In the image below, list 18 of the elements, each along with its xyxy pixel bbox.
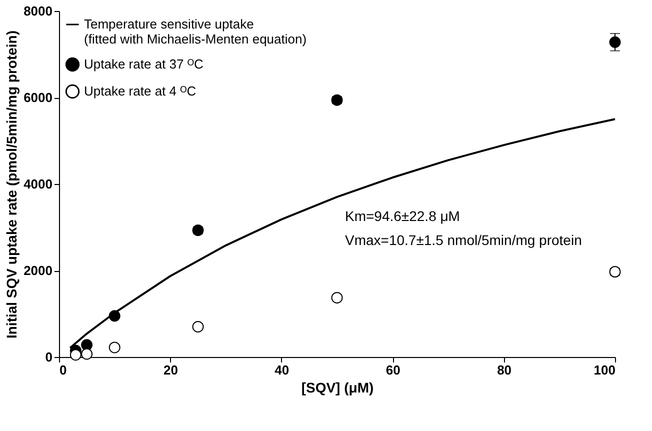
x-tick-label: 20	[163, 362, 178, 378]
legend-label: Uptake rate at 37 ᴼC	[84, 56, 204, 72]
annotation: Vmax=10.7±1.5 nmol/5min/mg protein	[345, 232, 582, 248]
y-tick-label: 4000	[24, 176, 52, 192]
x-tick-label: 100	[594, 362, 616, 378]
x-tick-label: 40	[274, 362, 290, 378]
y-tick-label: 8000	[24, 4, 52, 18]
x-tick-label: 60	[386, 362, 400, 378]
annotation: Km=94.6±22.8 μM	[345, 208, 460, 224]
y-tick-label: 6000	[24, 90, 52, 105]
y-axis-title: Initial SQV uptake rate (pmol/5min/mg protein)	[4, 30, 20, 339]
y-tick-label: 2000	[24, 263, 52, 278]
legend-label: Uptake rate at 4 ᴼC	[84, 84, 196, 98]
x-tick-label: 80	[497, 362, 512, 378]
x-tick-label: 0	[60, 362, 67, 378]
x-axis-title: [SQV] (μM)	[301, 380, 374, 396]
legend-label: Temperature sensitive uptake (fitted with Michaelis-Menten equation)	[84, 16, 307, 46]
y-tick-label: 0	[45, 350, 52, 364]
